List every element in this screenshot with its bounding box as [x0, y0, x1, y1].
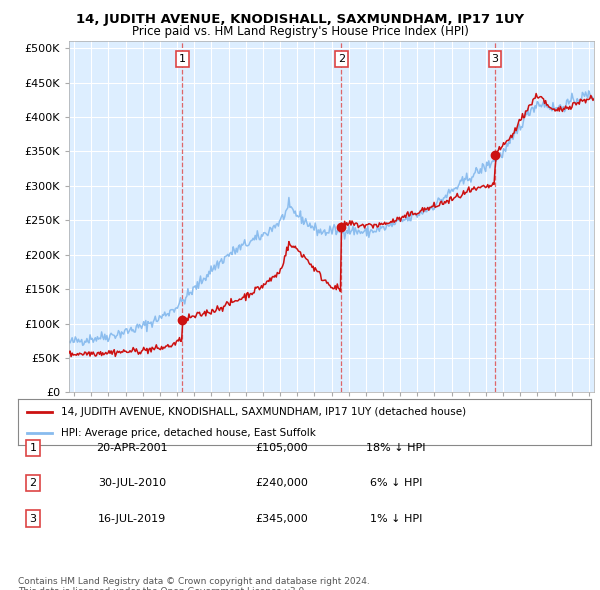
- Text: Contains HM Land Registry data © Crown copyright and database right 2024.
This d: Contains HM Land Registry data © Crown c…: [18, 577, 370, 590]
- Text: 14, JUDITH AVENUE, KNODISHALL, SAXMUNDHAM, IP17 1UY: 14, JUDITH AVENUE, KNODISHALL, SAXMUNDHA…: [76, 13, 524, 26]
- Text: 1: 1: [29, 443, 37, 453]
- Text: 16-JUL-2019: 16-JUL-2019: [98, 514, 166, 523]
- Text: HPI: Average price, detached house, East Suffolk: HPI: Average price, detached house, East…: [61, 428, 316, 438]
- Text: 30-JUL-2010: 30-JUL-2010: [98, 478, 166, 488]
- Text: 1: 1: [179, 54, 186, 64]
- Text: £240,000: £240,000: [256, 478, 308, 488]
- Text: 2: 2: [338, 54, 345, 64]
- Text: £345,000: £345,000: [256, 514, 308, 523]
- Text: 3: 3: [491, 54, 499, 64]
- Text: Price paid vs. HM Land Registry's House Price Index (HPI): Price paid vs. HM Land Registry's House …: [131, 25, 469, 38]
- Text: 14, JUDITH AVENUE, KNODISHALL, SAXMUNDHAM, IP17 1UY (detached house): 14, JUDITH AVENUE, KNODISHALL, SAXMUNDHA…: [61, 407, 466, 417]
- Text: 18% ↓ HPI: 18% ↓ HPI: [366, 443, 426, 453]
- Text: 3: 3: [29, 514, 37, 523]
- Text: 2: 2: [29, 478, 37, 488]
- Text: 6% ↓ HPI: 6% ↓ HPI: [370, 478, 422, 488]
- Text: £105,000: £105,000: [256, 443, 308, 453]
- Text: 20-APR-2001: 20-APR-2001: [96, 443, 168, 453]
- Text: 1% ↓ HPI: 1% ↓ HPI: [370, 514, 422, 523]
